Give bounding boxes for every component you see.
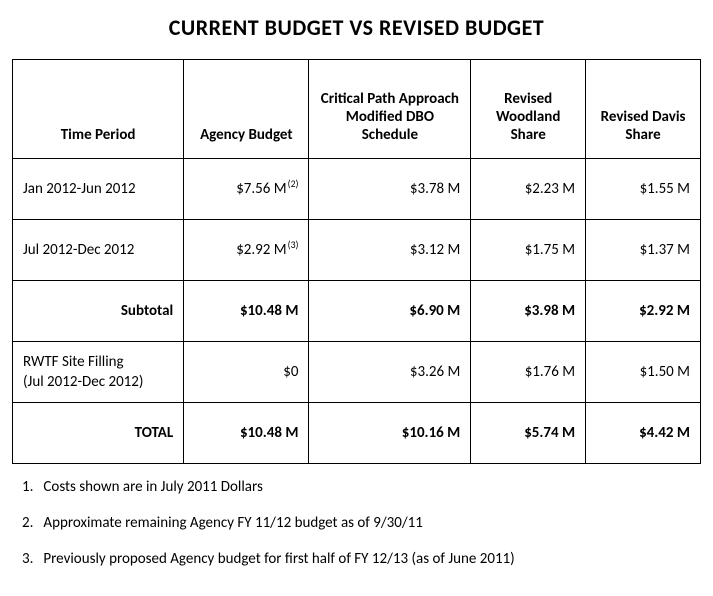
cell-period-line2: (Jul 2012-Dec 2012) xyxy=(23,373,143,391)
cell-agency-value: $2.92 M xyxy=(236,241,286,259)
footnote-text: Approximate remaining Agency FY 11/12 bu… xyxy=(43,514,422,532)
cell-agency: $10.48 M xyxy=(184,403,309,464)
cell-woodland: $5.74 M xyxy=(471,403,586,464)
table-row: Jan 2012-Jun 2012 $7.56 M(2) $3.78 M $2.… xyxy=(13,159,701,220)
cell-woodland: $1.75 M xyxy=(471,220,586,281)
cell-agency: $10.48 M xyxy=(184,281,309,342)
cell-woodland: $3.98 M xyxy=(471,281,586,342)
footnote-text: Costs shown are in July 2011 Dollars xyxy=(43,478,262,496)
cell-dbo: $10.16 M xyxy=(309,403,471,464)
cell-period: Jan 2012-Jun 2012 xyxy=(13,159,184,220)
cell-dbo: $3.26 M xyxy=(309,342,471,403)
cell-woodland: $1.76 M xyxy=(471,342,586,403)
page-title: CURRENT BUDGET VS REVISED BUDGET xyxy=(12,14,701,41)
cell-period-line1: RWTF Site Filling xyxy=(23,353,124,371)
cell-woodland: $2.23 M xyxy=(471,159,586,220)
table-row: Jul 2012-Dec 2012 $2.92 M(3) $3.12 M $1.… xyxy=(13,220,701,281)
table-header-row: Time Period Agency Budget Critical Path … xyxy=(13,60,701,159)
col-woodland-share: Revised Woodland Share xyxy=(471,60,586,159)
cell-davis: $4.42 M xyxy=(586,403,701,464)
footnote-3: 3. Previously proposed Agency budget for… xyxy=(22,550,701,568)
col-davis-share: Revised Davis Share xyxy=(586,60,701,159)
cell-total-label: TOTAL xyxy=(13,403,184,464)
budget-table: Time Period Agency Budget Critical Path … xyxy=(12,59,701,464)
cell-agency: $2.92 M(3) xyxy=(184,220,309,281)
table-row-subtotal: Subtotal $10.48 M $6.90 M $3.98 M $2.92 … xyxy=(13,281,701,342)
cell-davis: $1.55 M xyxy=(586,159,701,220)
col-agency-budget: Agency Budget xyxy=(184,60,309,159)
col-dbo-schedule: Critical Path Approach Modified DBO Sche… xyxy=(309,60,471,159)
footnote-ref: (3) xyxy=(288,239,299,251)
cell-agency: $7.56 M(2) xyxy=(184,159,309,220)
cell-davis: $1.37 M xyxy=(586,220,701,281)
footnote-number: 2. xyxy=(22,514,40,532)
footnote-ref: (2) xyxy=(288,178,299,190)
cell-period: RWTF Site Filling (Jul 2012-Dec 2012) xyxy=(13,342,184,403)
cell-davis: $2.92 M xyxy=(586,281,701,342)
cell-subtotal-label: Subtotal xyxy=(13,281,184,342)
footnote-number: 1. xyxy=(22,478,40,496)
table-row: RWTF Site Filling (Jul 2012-Dec 2012) $0… xyxy=(13,342,701,403)
cell-dbo: $3.78 M xyxy=(309,159,471,220)
cell-period: Jul 2012-Dec 2012 xyxy=(13,220,184,281)
table-row-total: TOTAL $10.48 M $10.16 M $5.74 M $4.42 M xyxy=(13,403,701,464)
footnotes: 1. Costs shown are in July 2011 Dollars … xyxy=(12,478,701,568)
cell-davis: $1.50 M xyxy=(586,342,701,403)
cell-dbo: $6.90 M xyxy=(309,281,471,342)
cell-agency-value: $7.56 M xyxy=(236,180,286,198)
footnote-1: 1. Costs shown are in July 2011 Dollars xyxy=(22,478,701,496)
footnote-number: 3. xyxy=(22,550,40,568)
cell-agency: $0 xyxy=(184,342,309,403)
cell-dbo: $3.12 M xyxy=(309,220,471,281)
col-time-period: Time Period xyxy=(13,60,184,159)
footnote-2: 2. Approximate remaining Agency FY 11/12… xyxy=(22,514,701,532)
footnote-text: Previously proposed Agency budget for fi… xyxy=(43,550,514,568)
